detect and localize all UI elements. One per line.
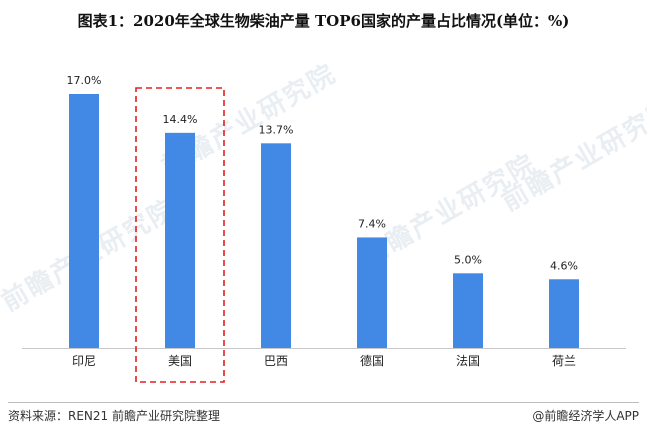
chart-title: 图表1：2020年全球生物柴油产量 TOP6国家的产量占比情况(单位：%) [77,12,570,30]
highlight-box [135,87,225,383]
data-label-0: 17.0% [67,74,102,87]
category-label-5: 荷兰 [552,354,576,368]
category-label-4: 法国 [456,354,480,368]
bar-3 [357,237,387,348]
brand-credit: @前瞻经济学人APP [532,409,639,423]
category-label-3: 德国 [360,353,384,368]
category-label-2: 巴西 [264,354,288,368]
bar-0 [69,94,99,348]
data-label-1: 14.4% [163,113,198,126]
data-label-3: 7.4% [358,217,386,230]
bar-4 [453,273,483,348]
data-label-5: 4.6% [550,259,578,272]
category-label-0: 印尼 [72,354,96,368]
bar-1 [165,132,195,348]
bar-5 [549,279,579,348]
category-label-1: 美国 [168,354,192,368]
bar-2 [261,143,291,348]
data-label-2: 13.7% [259,123,294,136]
bar-chart: 17.0% 印尼 14.4% 美国 13.7% 巴西 7.4% 德国 5.0% 法国 4.6% 荷兰 [22,74,626,383]
data-label-4: 5.0% [454,253,482,266]
source-note: 资料来源：REN21 前瞻产业研究院整理 [8,409,220,423]
footer-divider [8,402,639,403]
